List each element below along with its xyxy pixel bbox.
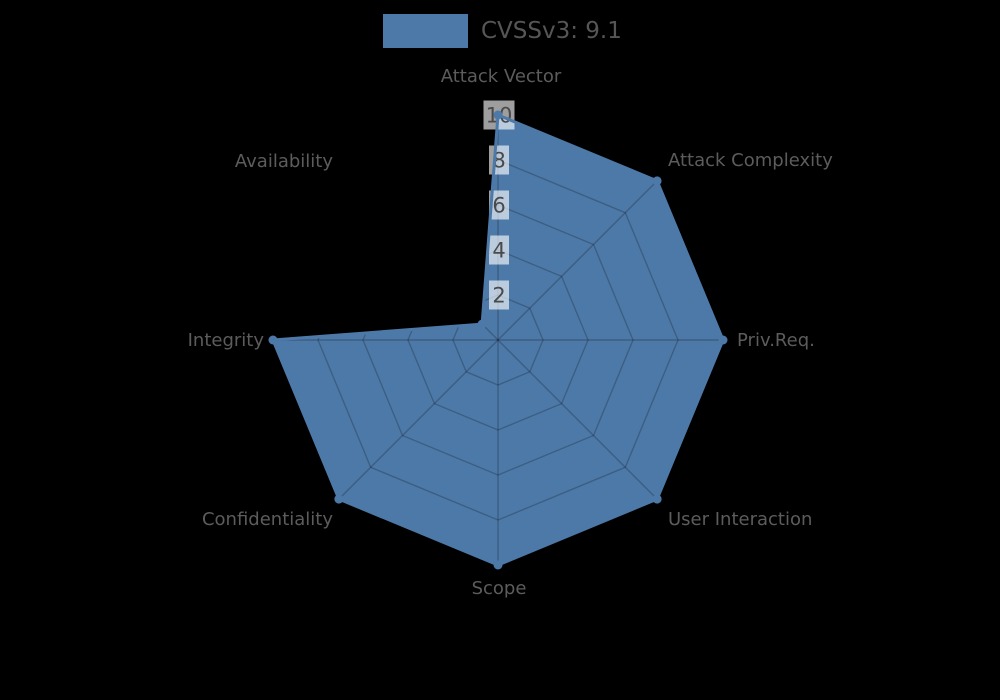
vertex-dot <box>477 319 487 329</box>
vertex-dot <box>268 335 278 345</box>
radar-grid-ring <box>317 159 679 521</box>
tick-label: 4 <box>492 239 505 263</box>
radar-axis-spoke <box>497 180 658 341</box>
tick-label-box <box>489 280 509 310</box>
radar-axis-spoke <box>338 339 499 500</box>
axis-label-confidentiality: Confidentiality <box>201 509 333 530</box>
vertex-dot <box>652 176 662 186</box>
tick-label: 6 <box>492 194 505 218</box>
axis-label-priv-req: Priv.Req. <box>737 330 815 351</box>
radar-grid-ring <box>407 249 589 431</box>
vertex-dot <box>334 494 344 504</box>
vertex-dot <box>493 560 503 570</box>
vertex-dot <box>652 494 662 504</box>
legend: CVSSv3: 9.1 <box>383 14 622 48</box>
vertex-dot <box>493 110 503 120</box>
axis-label-availability: Availability <box>234 151 333 172</box>
axis-label-attack-complexity: Attack Complexity <box>668 150 833 171</box>
tick-label-box <box>489 235 509 265</box>
axis-label-attack-vector: Attack Vector <box>440 66 562 87</box>
tick-label: 2 <box>492 284 505 308</box>
tick-label-box <box>489 190 509 220</box>
radar-axis-spoke <box>497 339 658 500</box>
radar-data-area <box>273 115 723 565</box>
radar-grid-ring <box>362 204 634 476</box>
axis-label-scope: Scope <box>471 578 527 599</box>
vertex-dot <box>718 335 728 345</box>
radar-grid-ring <box>452 294 544 386</box>
axis-label-integrity: Integrity <box>187 330 264 351</box>
radar-axis-spoke <box>338 180 499 341</box>
axis-label-user-interaction: User Interaction <box>668 509 813 530</box>
legend-label: CVSSv3: 9.1 <box>481 18 622 44</box>
legend-swatch <box>383 14 468 48</box>
